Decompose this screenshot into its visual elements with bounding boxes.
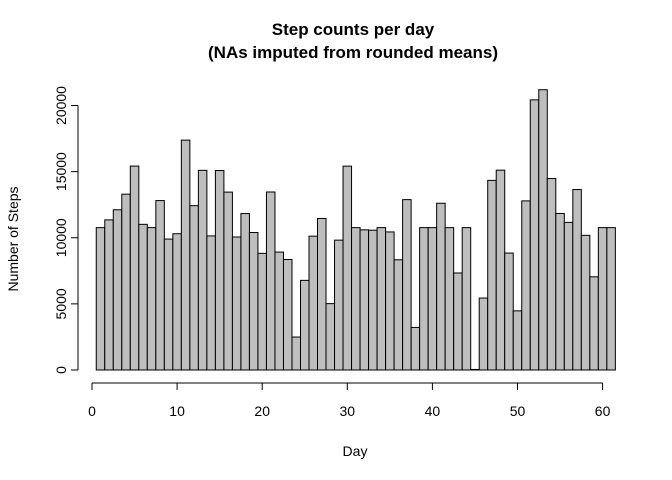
bar-day-31 xyxy=(351,227,361,371)
y-tick-label-15000: 15000 xyxy=(53,152,69,191)
bar-day-47 xyxy=(487,179,497,371)
bar-day-13 xyxy=(197,169,208,371)
y-tick-label-0: 0 xyxy=(53,366,69,374)
x-tick-label-30: 30 xyxy=(340,403,356,419)
bar-day-41 xyxy=(436,202,446,371)
bar-day-61 xyxy=(606,227,616,371)
x-tick-label-10: 10 xyxy=(169,403,185,419)
x-tick-label-50: 50 xyxy=(510,403,526,419)
bar-day-46 xyxy=(478,297,489,371)
bar-day-22 xyxy=(274,251,284,371)
bar-day-6 xyxy=(138,223,148,371)
bar-day-25 xyxy=(299,279,310,371)
bar-day-56 xyxy=(563,221,574,371)
x-tick-label-40: 40 xyxy=(425,403,441,419)
bar-day-8 xyxy=(155,200,165,371)
bar-day-27 xyxy=(317,217,327,371)
bar-day-33 xyxy=(368,229,378,371)
y-axis-label: Number of Steps xyxy=(5,186,21,291)
bar-day-14 xyxy=(206,235,216,371)
bar-day-38 xyxy=(410,326,421,371)
bar-day-53 xyxy=(538,89,548,371)
bar-day-19 xyxy=(248,232,259,371)
bar-day-7 xyxy=(146,227,157,371)
bar-day-26 xyxy=(308,235,319,371)
bar-day-30 xyxy=(342,165,353,371)
bar-day-17 xyxy=(231,236,242,371)
bar-day-35 xyxy=(385,231,395,371)
bar-day-52 xyxy=(529,99,540,371)
bar-day-37 xyxy=(402,199,412,371)
bar-day-54 xyxy=(546,178,557,371)
x-tick-label-60: 60 xyxy=(595,403,611,419)
bar-day-55 xyxy=(555,212,565,371)
bar-day-1 xyxy=(95,227,106,371)
y-tick-label-20000: 20000 xyxy=(53,86,69,125)
bar-day-23 xyxy=(282,259,293,371)
bar-day-18 xyxy=(240,213,250,371)
bar-day-24 xyxy=(291,336,301,371)
bar-day-4 xyxy=(121,193,131,371)
bar-day-32 xyxy=(359,229,370,371)
x-axis-label: Day xyxy=(343,443,368,459)
bar-day-44 xyxy=(461,227,472,371)
bar-day-43 xyxy=(453,272,463,371)
y-axis: 0 5000 10000 15000 20000 xyxy=(53,86,79,374)
bar-day-15 xyxy=(214,170,225,371)
bar-day-58 xyxy=(580,234,591,371)
bar-day-48 xyxy=(495,169,506,371)
bar-day-12 xyxy=(189,205,199,371)
bar-day-2 xyxy=(104,219,114,371)
bar-day-21 xyxy=(265,191,276,371)
bar-day-51 xyxy=(521,200,531,371)
bar-day-39 xyxy=(419,227,429,371)
bar-day-9 xyxy=(163,238,174,371)
bar-day-3 xyxy=(112,209,123,371)
y-tick-label-10000: 10000 xyxy=(53,218,69,257)
chart-title-line1: Step counts per day xyxy=(272,20,435,39)
x-axis: 0 10 20 30 40 50 60 xyxy=(88,382,611,419)
bar-day-60 xyxy=(597,227,608,371)
y-tick-label-5000: 5000 xyxy=(53,288,69,319)
bar-day-36 xyxy=(393,259,404,371)
chart-title-line2: (NAs imputed from rounded means) xyxy=(208,43,498,62)
bar-day-40 xyxy=(427,227,438,371)
x-tick-label-20: 20 xyxy=(254,403,270,419)
bar-day-11 xyxy=(180,139,191,371)
bar-day-49 xyxy=(504,252,514,371)
bar-day-57 xyxy=(572,189,582,371)
bars-group xyxy=(95,89,616,371)
bar-day-16 xyxy=(223,191,233,371)
bar-day-5 xyxy=(129,165,140,371)
bar-day-45 xyxy=(470,368,480,371)
bar-day-10 xyxy=(172,233,182,371)
bar-day-42 xyxy=(444,227,455,371)
bar-day-29 xyxy=(334,239,344,371)
bar-day-20 xyxy=(257,252,267,371)
bar-day-50 xyxy=(512,310,523,371)
bar-day-28 xyxy=(325,303,336,371)
x-tick-label-0: 0 xyxy=(88,403,96,419)
bar-day-59 xyxy=(589,276,599,371)
bar-day-34 xyxy=(376,227,387,371)
